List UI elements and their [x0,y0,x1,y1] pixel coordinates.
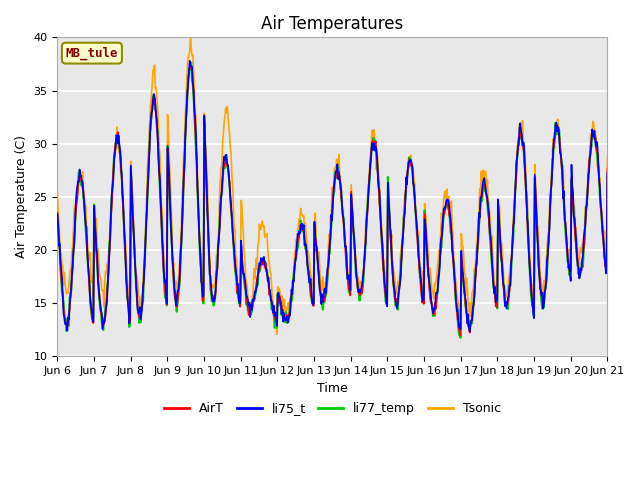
Tsonic [206,257,214,263]
li77_temp [188,60,195,66]
li75_t [54,211,61,217]
li77_temp [63,316,71,322]
Line: AirT: AirT [58,66,607,336]
li77_temp [457,335,465,341]
Tsonic [187,31,195,37]
li77_temp [120,226,128,231]
Title: Air Temperatures: Air Temperatures [261,15,404,33]
li77_temp [604,173,611,179]
AirT [206,260,214,265]
li75_t [400,216,408,222]
Tsonic [63,290,71,296]
AirT [604,166,611,171]
li75_t [604,170,611,176]
Tsonic [604,154,611,160]
li77_temp [416,275,424,281]
li75_t [176,269,184,275]
li77_temp [176,278,184,284]
AirT [457,333,465,338]
AirT [176,274,184,279]
AirT [416,273,424,278]
li77_temp [206,264,214,270]
AirT [400,219,408,225]
Legend: AirT, li75_t, li77_temp, Tsonic: AirT, li75_t, li77_temp, Tsonic [159,397,506,420]
li75_t [206,272,214,277]
li77_temp [54,212,61,217]
Line: li77_temp: li77_temp [58,63,607,338]
Text: MB_tule: MB_tule [66,47,118,60]
Y-axis label: Air Temperature (C): Air Temperature (C) [15,135,28,258]
AirT [54,210,61,216]
Line: Tsonic: Tsonic [58,34,607,334]
li77_temp [400,212,408,218]
Tsonic [176,258,184,264]
X-axis label: Time: Time [317,382,348,395]
AirT [120,225,128,230]
li75_t [466,328,474,334]
Line: li75_t: li75_t [58,61,607,331]
Tsonic [417,265,424,271]
li75_t [186,58,193,64]
Tsonic [54,191,61,196]
AirT [186,63,193,69]
Tsonic [120,210,128,216]
li75_t [416,267,424,273]
li75_t [63,328,71,334]
Tsonic [401,192,408,198]
AirT [63,323,71,329]
Tsonic [273,331,281,337]
li75_t [120,220,128,226]
